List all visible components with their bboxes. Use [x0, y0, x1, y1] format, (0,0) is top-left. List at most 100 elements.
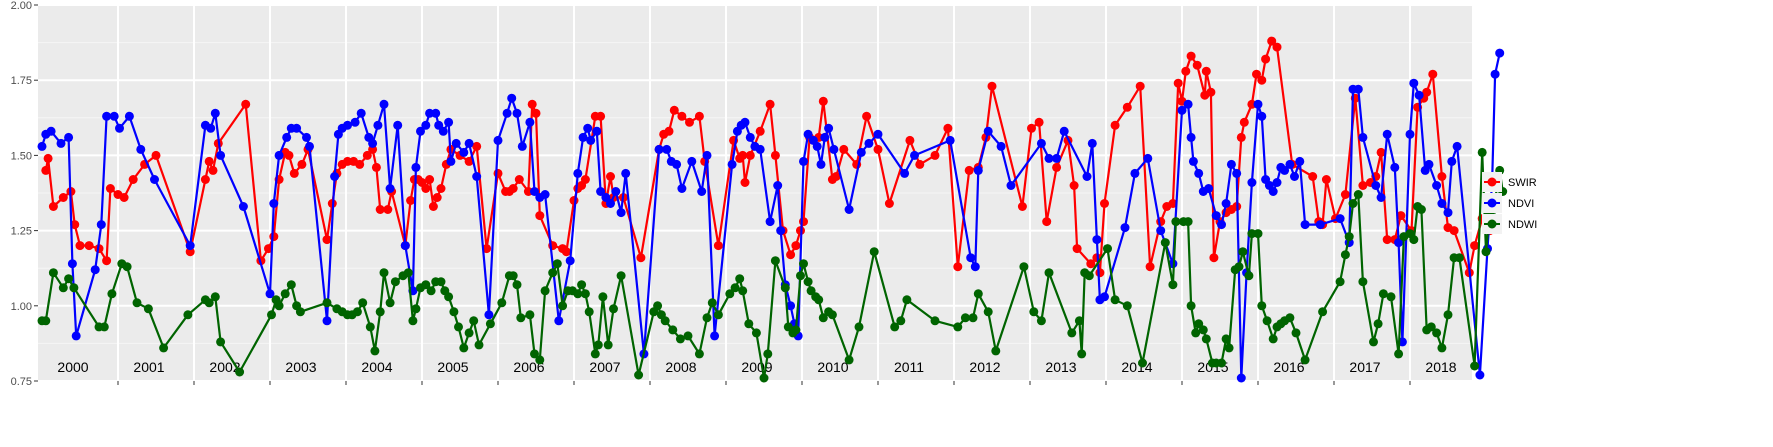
data-point-ndvi [578, 132, 588, 142]
data-point-swir [200, 175, 210, 184]
data-point-ndvi [150, 175, 159, 184]
data-point-ndwi [48, 268, 58, 278]
data-point-swir [669, 105, 679, 115]
data-point-ndwi [896, 316, 906, 326]
data-point-swir [791, 241, 801, 251]
data-point-swir [1086, 259, 1096, 269]
data-point-ndwi [1300, 355, 1310, 365]
data-point-ndwi [598, 292, 608, 302]
data-point-swir [355, 159, 365, 169]
data-point-ndwi [844, 355, 854, 365]
data-point-ndvi [350, 117, 360, 127]
data-point-swir [1261, 54, 1271, 64]
data-point-ndvi [1204, 184, 1214, 193]
data-point-ndvi [1253, 99, 1263, 109]
data-point-ndvi [484, 310, 494, 320]
data-point-ndvi [727, 159, 737, 169]
data-point-ndwi [634, 370, 644, 380]
data-point-ndwi [1432, 328, 1442, 338]
data-point-ndvi [1353, 84, 1363, 94]
data-point-ndwi [1191, 328, 1201, 338]
data-point-swir [1192, 60, 1202, 70]
data-point-ndvi [824, 123, 834, 133]
data-point-ndvi [773, 181, 783, 190]
data-point-ndwi [991, 346, 1001, 356]
data-point-swir [831, 172, 841, 181]
data-point-ndwi [1394, 349, 1404, 359]
data-point-swir [105, 184, 115, 193]
data-point-ndwi [69, 283, 79, 293]
series-ndwi [37, 147, 1508, 383]
year-label: 2012 [969, 359, 1000, 375]
year-label: 2018 [1425, 359, 1456, 375]
data-point-ndvi [64, 132, 74, 142]
data-point-swir [1437, 172, 1447, 181]
data-point-ndwi [235, 367, 245, 377]
data-point-swir [41, 165, 51, 175]
data-point-ndvi [1087, 138, 1097, 148]
data-point-ndwi [436, 277, 446, 287]
data-point-ndwi [1344, 232, 1354, 242]
data-point-ndwi [1373, 319, 1383, 329]
data-point-ndwi [1084, 271, 1094, 281]
data-point-ndwi [827, 310, 837, 320]
data-point-ndvi [816, 159, 826, 169]
data-point-swir [119, 193, 129, 202]
data-point-ndvi [687, 156, 697, 166]
data-point-ndwi [444, 292, 454, 302]
data-point-swir [664, 126, 674, 136]
data-point-ndvi [583, 123, 593, 133]
data-point-swir [269, 232, 279, 242]
data-point-swir [1173, 78, 1183, 88]
data-point-ndvi [464, 138, 474, 148]
data-point-ndvi [343, 120, 352, 130]
legend-key-point [1487, 177, 1497, 187]
data-point-ndwi [385, 298, 395, 308]
data-point-ndvi [265, 289, 275, 299]
year-label: 2000 [57, 359, 88, 375]
data-point-swir [606, 172, 615, 181]
data-point-swir [472, 141, 482, 151]
data-point-ndwi [286, 280, 296, 290]
data-point-ndwi [485, 319, 495, 329]
data-point-ndvi [1390, 162, 1400, 172]
data-point-ndwi [322, 298, 332, 308]
legend-key-point [1487, 198, 1497, 208]
data-point-swir [464, 156, 474, 166]
data-point-ndvi [56, 138, 66, 148]
data-point-swir [1267, 36, 1277, 46]
data-point-ndvi [1358, 132, 1368, 142]
data-point-ndvi [1315, 220, 1325, 230]
data-point-ndvi [431, 108, 441, 118]
data-point-swir [432, 193, 442, 202]
data-point-ndvi [459, 147, 469, 157]
data-point-swir [436, 184, 446, 193]
data-point-swir [770, 150, 780, 160]
data-point-ndwi [449, 307, 459, 317]
data-point-ndvi [745, 132, 755, 142]
data-point-ndvi [621, 168, 631, 178]
data-point-ndvi [1082, 172, 1092, 181]
y-tick-label: 0.75 [11, 376, 32, 388]
data-point-ndvi [1452, 141, 1462, 151]
data-point-ndwi [1318, 307, 1328, 317]
data-point-ndwi [267, 310, 276, 320]
data-point-ndwi [818, 313, 828, 323]
data-point-ndwi [675, 334, 685, 344]
data-point-ndvi [356, 108, 366, 118]
data-point-ndwi [890, 322, 900, 332]
data-point-ndvi [302, 132, 311, 142]
data-point-swir [1052, 162, 1062, 172]
year-label: 2008 [665, 359, 696, 375]
data-point-ndvi [124, 111, 134, 121]
year-label: 2004 [361, 359, 392, 375]
data-point-ndwi [210, 292, 220, 302]
data-point-ndvi [592, 126, 602, 136]
data-point-ndwi [403, 268, 413, 278]
data-point-ndwi [497, 298, 507, 308]
data-point-ndwi [751, 328, 761, 338]
data-point-ndvi [185, 241, 195, 251]
y-tick-label: 1.00 [11, 301, 32, 313]
year-label: 2010 [817, 359, 848, 375]
data-point-ndwi [41, 316, 51, 326]
